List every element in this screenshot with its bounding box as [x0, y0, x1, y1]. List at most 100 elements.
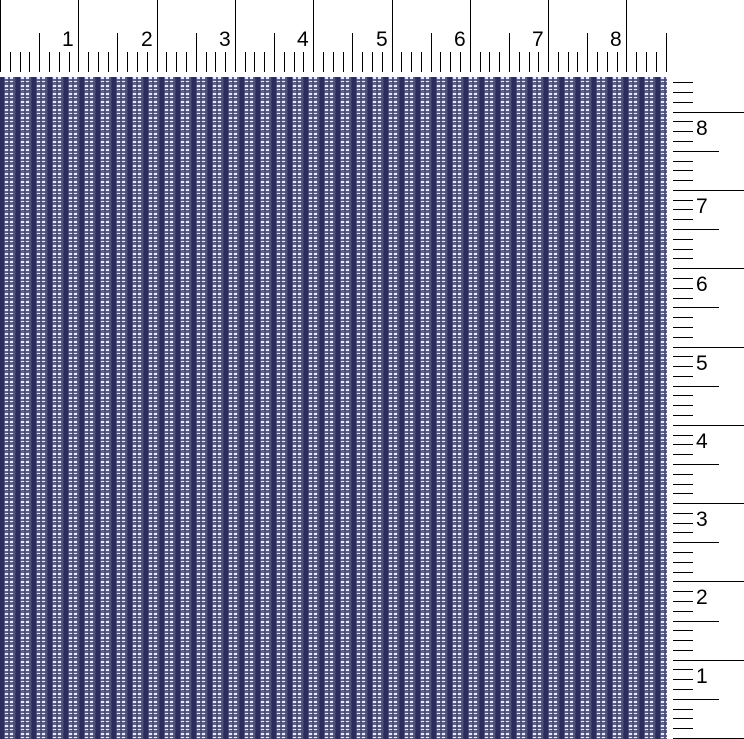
ruler-tick	[117, 33, 118, 72]
ruler-tick	[673, 621, 719, 622]
ruler-label: 6	[696, 273, 708, 296]
ruler-tick	[235, 0, 236, 72]
ruler-tick	[673, 209, 693, 210]
ruler-tick	[673, 552, 693, 553]
ruler-label: 6	[454, 28, 466, 51]
ruler-tick	[673, 249, 693, 250]
ruler-tick	[673, 474, 693, 475]
ruler-tick	[673, 630, 693, 631]
ruler-tick	[607, 52, 608, 72]
ruler-tick	[245, 52, 246, 72]
ruler-tick	[673, 572, 693, 573]
ruler-tick	[673, 513, 693, 514]
ruler-tick	[440, 52, 441, 72]
ruler-tick	[166, 52, 167, 72]
ruler-tick	[673, 493, 693, 494]
ruler-tick	[673, 718, 693, 719]
ruler-tick	[215, 52, 216, 72]
ruler-tick	[10, 52, 11, 72]
ruler-tick	[646, 52, 647, 72]
right-ruler: 8 7 6 5 4 3 2 1	[667, 77, 744, 739]
ruler-tick	[673, 170, 693, 171]
ruler-tick	[673, 699, 719, 700]
ruler-tick	[597, 52, 598, 72]
ruler-label: 4	[297, 28, 309, 51]
ruler-tick	[673, 542, 719, 543]
ruler-tick	[421, 52, 422, 72]
ruler-tick	[673, 347, 744, 348]
ruler-label: 1	[696, 665, 708, 688]
ruler-tick	[470, 0, 471, 72]
ruler-label: 5	[376, 28, 388, 51]
ruler-tick	[450, 52, 451, 72]
ruler-tick	[480, 52, 481, 72]
ruler-tick	[225, 52, 226, 72]
ruler-tick	[49, 52, 50, 72]
ruler-tick	[39, 33, 40, 72]
ruler-tick	[673, 141, 693, 142]
ruler-tick	[186, 52, 187, 72]
ruler-tick	[673, 484, 693, 485]
ruler-tick	[673, 307, 719, 308]
ruler-tick	[254, 52, 255, 72]
ruler-tick	[636, 52, 637, 72]
ruler-tick	[673, 288, 693, 289]
ruler-tick	[499, 52, 500, 72]
ruler-tick	[673, 356, 693, 357]
ruler-label: 8	[696, 117, 708, 140]
ruler-tick	[673, 503, 744, 504]
ruler-tick	[673, 112, 744, 113]
ruler-tick	[673, 229, 719, 230]
ruler-tick	[673, 131, 693, 132]
ruler-tick	[509, 33, 510, 72]
ruler-tick	[392, 0, 393, 72]
ruler-tick	[673, 454, 693, 455]
ruler-tick	[673, 298, 693, 299]
ruler-tick	[538, 52, 539, 72]
ruler-tick	[673, 679, 693, 680]
ruler-label: 7	[696, 195, 708, 218]
ruler-tick	[673, 640, 693, 641]
ruler-tick	[558, 52, 559, 72]
ruler-tick	[673, 278, 693, 279]
ruler-tick	[673, 591, 693, 592]
ruler-tick	[673, 660, 744, 661]
ruler-tick	[147, 52, 148, 72]
ruler-tick	[673, 523, 693, 524]
ruler-tick	[577, 52, 578, 72]
ruler-tick	[673, 689, 693, 690]
ruler-tick	[362, 52, 363, 72]
ruler-tick	[673, 532, 693, 533]
ruler-label: 4	[696, 430, 708, 453]
fabric-dark-stripes	[0, 77, 667, 739]
ruler-label: 7	[532, 28, 544, 51]
ruler-label: 2	[696, 586, 708, 609]
ruler-tick	[617, 52, 618, 72]
ruler-label: 5	[696, 352, 708, 375]
ruler-label: 2	[141, 28, 153, 51]
ruler-tick	[411, 52, 412, 72]
ruler-tick	[673, 562, 693, 563]
ruler-tick	[568, 52, 569, 72]
ruler-tick	[137, 52, 138, 72]
ruler-tick	[333, 52, 334, 72]
ruler-tick	[673, 425, 744, 426]
top-ruler: 1 2 3 4 5 6 7 8	[0, 0, 667, 74]
ruler-tick	[673, 82, 693, 83]
ruler-tick	[673, 121, 693, 122]
ruler-tick	[69, 52, 70, 72]
ruler-tick	[343, 52, 344, 72]
ruler-tick	[673, 376, 693, 377]
ruler-tick	[29, 52, 30, 72]
ruler-tick	[673, 405, 693, 406]
ruler-tick	[20, 52, 21, 72]
ruler-tick	[519, 52, 520, 72]
ruler-tick	[294, 52, 295, 72]
ruler-tick	[626, 0, 627, 72]
ruler-tick	[431, 33, 432, 72]
ruler-tick	[673, 239, 693, 240]
ruler-label: 8	[610, 28, 622, 51]
ruler-tick	[673, 444, 693, 445]
ruler-tick	[673, 200, 693, 201]
ruler-tick	[673, 581, 744, 582]
